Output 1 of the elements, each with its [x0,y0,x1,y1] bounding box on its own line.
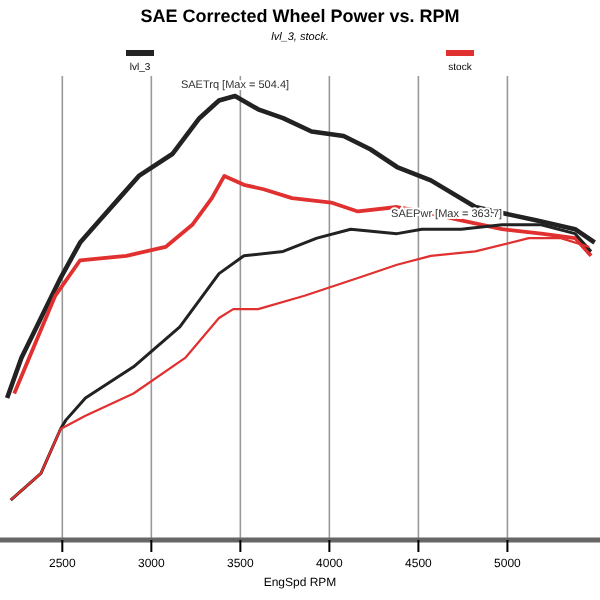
chart-title: SAE Corrected Wheel Power vs. RPM [140,6,460,26]
